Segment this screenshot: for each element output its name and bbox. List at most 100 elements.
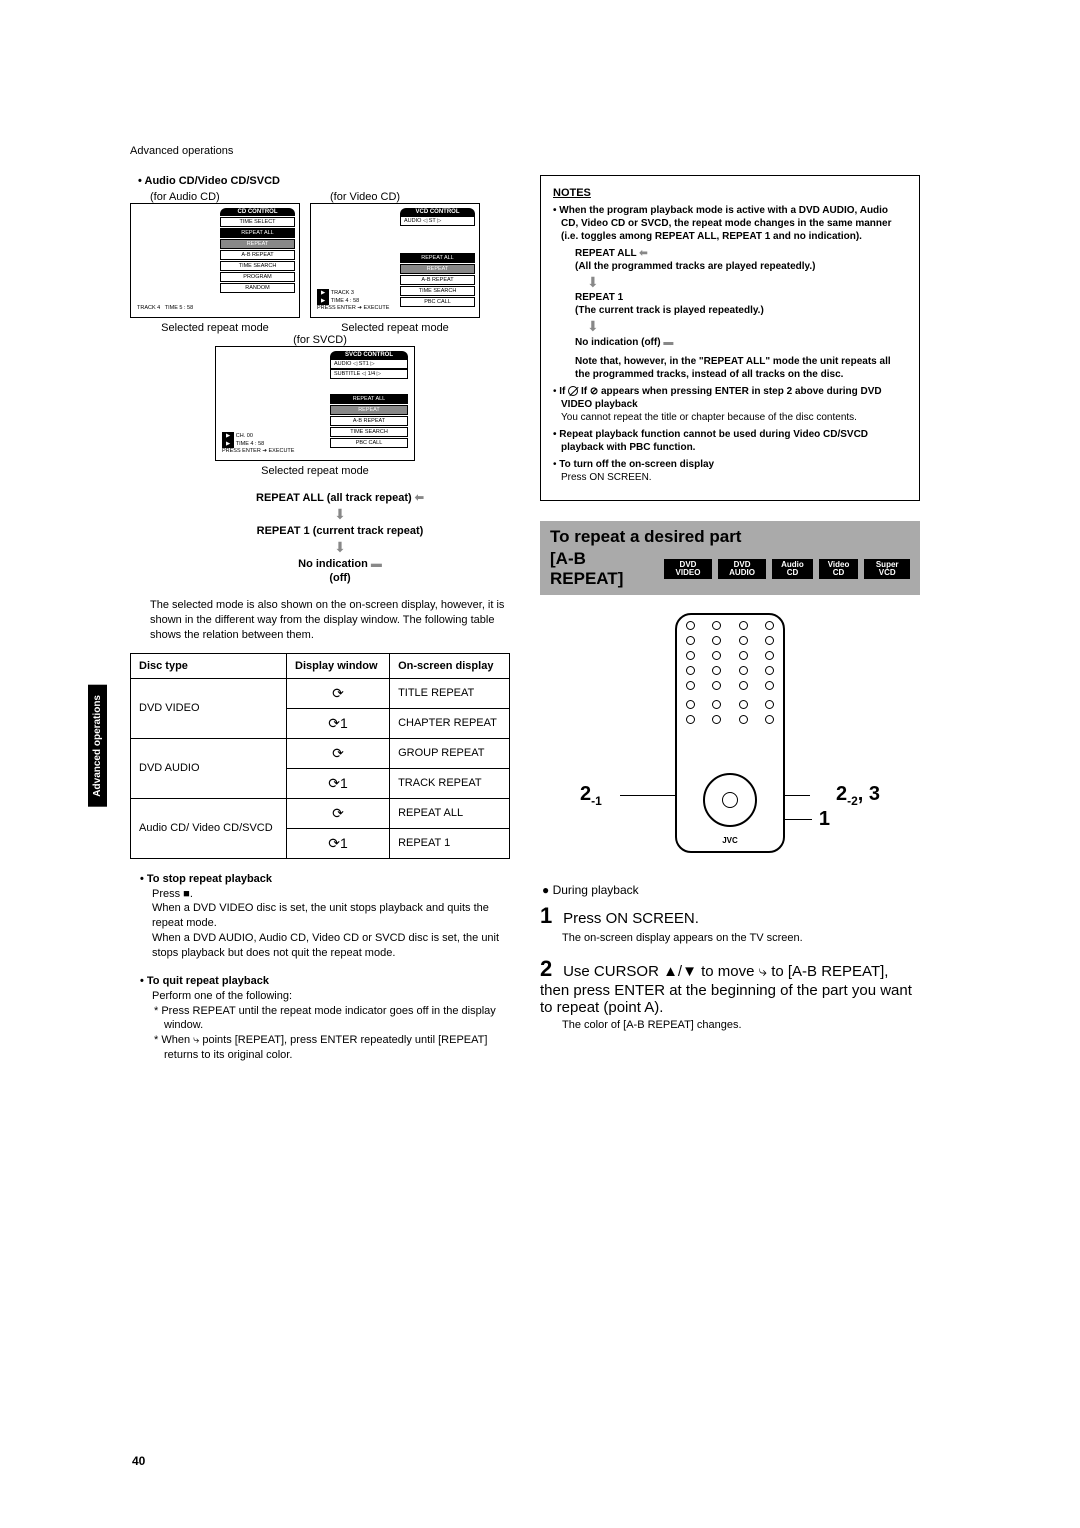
menu-item: RANDOM	[220, 283, 295, 293]
menu-item: TIME SEARCH	[220, 261, 295, 271]
th-onscreen: On-screen display	[390, 653, 510, 678]
menu-item: TIME SEARCH	[400, 286, 475, 296]
for-video-label: (for Video CD)	[330, 191, 480, 203]
audio-row: AUDIO ◁ ST ▷	[400, 216, 475, 226]
stop-body: When a DVD AUDIO, Audio CD, Video CD or …	[152, 931, 510, 961]
audio-row: AUDIO ◁ ST1 ▷	[330, 359, 408, 369]
status-time: TIME 4 : 58	[236, 441, 264, 447]
cell: TRACK REPEAT	[390, 768, 510, 798]
menu-item: A-B REPEAT	[220, 250, 295, 260]
status-track: TRACK 3	[331, 290, 354, 296]
video-cd-block: (for Video CD) VCD CONTROL AUDIO ◁ ST ▷ …	[310, 191, 480, 334]
format-badge: DVD VIDEO	[664, 559, 712, 579]
step-1-heading: Press ON SCREEN.	[563, 910, 699, 927]
intro-paragraph: The selected mode is also shown on the o…	[150, 598, 510, 643]
quit-item: * When ⤷ points [REPEAT], press ENTER re…	[164, 1033, 510, 1063]
repeat-flow: REPEAT ALL (all track repeat) ⬅ ⬇ REPEAT…	[170, 491, 510, 584]
cell: ⟳	[287, 798, 390, 828]
cell: CHAPTER REPEAT	[390, 708, 510, 738]
cell: DVD VIDEO	[131, 678, 287, 738]
running-header: Advanced operations	[130, 145, 950, 157]
cell: Audio CD/ Video CD/SVCD	[131, 798, 287, 858]
side-tab: Advanced operations	[88, 685, 107, 807]
flow-repeat-all: REPEAT ALL (all track repeat)	[256, 492, 412, 504]
flow-repeat-1: REPEAT 1 (current track repeat)	[170, 525, 510, 537]
cell: ⟳1	[287, 828, 390, 858]
menu-item-selected: REPEAT	[330, 405, 408, 415]
press-enter: PRESS ENTER ➔ EXECUTE	[317, 305, 389, 311]
cell: DVD AUDIO	[131, 738, 287, 798]
ab-repeat-header: To repeat a desired part [A-B REPEAT] DV…	[540, 521, 920, 595]
menu-item: A-B REPEAT	[400, 275, 475, 285]
format-badge: Video CD	[819, 559, 859, 579]
menu-item: PROGRAM	[220, 272, 295, 282]
note-repeat-1-body: (The current track is played repeatedly.…	[575, 304, 907, 317]
menu-item-selected: REPEAT	[220, 239, 295, 249]
notes-box: NOTES When the program playback mode is …	[540, 175, 920, 501]
ab-subtitle: [A-B REPEAT]	[550, 549, 658, 589]
menu-item: TIME SEARCH	[330, 427, 408, 437]
stop-body: Press ■.	[152, 887, 510, 902]
format-badge: Audio CD	[772, 559, 813, 579]
flow-no-indication: No indication	[298, 558, 368, 570]
svcd-menu-title: SVCD CONTROL	[330, 351, 408, 359]
audio-cd-block: (for Audio CD) TRACK 4 TIME 5 : 58 CD CO…	[130, 191, 300, 334]
step-2-body: The color of [A-B REPEAT] changes.	[562, 1018, 920, 1033]
press-enter: PRESS ENTER ➔ EXECUTE	[222, 448, 294, 454]
caption: Selected repeat mode	[310, 322, 480, 334]
quit-body: Perform one of the following:	[152, 989, 510, 1004]
callout-2-1: 2-1	[580, 783, 602, 808]
for-audio-label: (for Audio CD)	[150, 191, 300, 203]
leader-line	[620, 795, 675, 796]
right-column: NOTES When the program playback mode is …	[540, 175, 920, 1063]
left-column: • Audio CD/Video CD/SVCD (for Audio CD) …	[130, 175, 510, 1063]
note-item: To turn off the on-screen displayPress O…	[561, 458, 907, 484]
during-playback: ● During playback	[542, 883, 920, 897]
caption: Selected repeat mode	[215, 465, 415, 477]
remote-diagram: 2-1 2-2, 3 1 JVC	[540, 613, 920, 873]
status-time: TIME 4 : 58	[331, 298, 359, 304]
subtitle-row: SUBTITLE ◁ 1/4 ▷	[330, 369, 408, 379]
ab-title: To repeat a desired part	[550, 527, 910, 547]
note-item: When the program playback mode is active…	[561, 204, 907, 243]
step-number: 2	[540, 956, 560, 982]
step-number: 1	[540, 903, 560, 929]
svcd-osd: SVCD CONTROL AUDIO ◁ ST1 ▷ SUBTITLE ◁ 1/…	[215, 346, 415, 461]
th-disc-type: Disc type	[131, 653, 287, 678]
caption: Selected repeat mode	[130, 322, 300, 334]
remote-icon: JVC	[675, 613, 785, 853]
format-badge: DVD AUDIO	[718, 559, 766, 579]
menu-item: A-B REPEAT	[330, 416, 408, 426]
note-repeat-all-body: (All the programmed tracks are played re…	[575, 260, 907, 273]
format-badge: Super VCD	[864, 559, 910, 579]
menu-item: PBC CALL	[400, 297, 475, 307]
flow-off: (off)	[170, 572, 510, 584]
quit-item: * Press REPEAT until the repeat mode ind…	[164, 1004, 510, 1034]
audio-cd-osd: TRACK 4 TIME 5 : 58 CD CONTROL TIME SELE…	[130, 203, 300, 318]
cd-menu-title: CD CONTROL	[220, 208, 295, 216]
cell: GROUP REPEAT	[390, 738, 510, 768]
menu-item-selected: REPEAT	[400, 264, 475, 274]
note-item: Repeat playback function cannot be used …	[561, 428, 907, 454]
menu-item: REPEAT ALL	[330, 394, 408, 404]
cell: ⟳	[287, 678, 390, 708]
stop-body: When a DVD VIDEO disc is set, the unit s…	[152, 901, 510, 931]
note-tail: Note that, however, in the "REPEAT ALL" …	[575, 355, 907, 381]
note-repeat-all: REPEAT ALL ⬅	[575, 247, 907, 260]
menu-item: TIME SELECT	[220, 217, 295, 227]
down-arrow-icon: ⬇	[587, 317, 907, 335]
section-heading: • Audio CD/Video CD/SVCD	[138, 175, 510, 187]
cell: TITLE REPEAT	[390, 678, 510, 708]
video-cd-osd: VCD CONTROL AUDIO ◁ ST ▷ REPEAT ALL REPE…	[310, 203, 480, 318]
step-1-body: The on-screen display appears on the TV …	[562, 931, 920, 946]
status-ch: CH. 00	[236, 433, 253, 439]
cell: ⟳	[287, 738, 390, 768]
cell: ⟳1	[287, 708, 390, 738]
status-time: TIME 5 : 58	[165, 305, 193, 311]
prohibit-icon	[568, 386, 578, 396]
jvc-logo: JVC	[677, 836, 783, 845]
cell: ⟳1	[287, 768, 390, 798]
step-2-heading: Use CURSOR ▲/▼ to move ⤷ to [A-B REPEAT]…	[540, 963, 912, 1016]
quit-heading: • To quit repeat playback	[140, 975, 510, 987]
stop-heading: • To stop repeat playback	[140, 873, 510, 885]
